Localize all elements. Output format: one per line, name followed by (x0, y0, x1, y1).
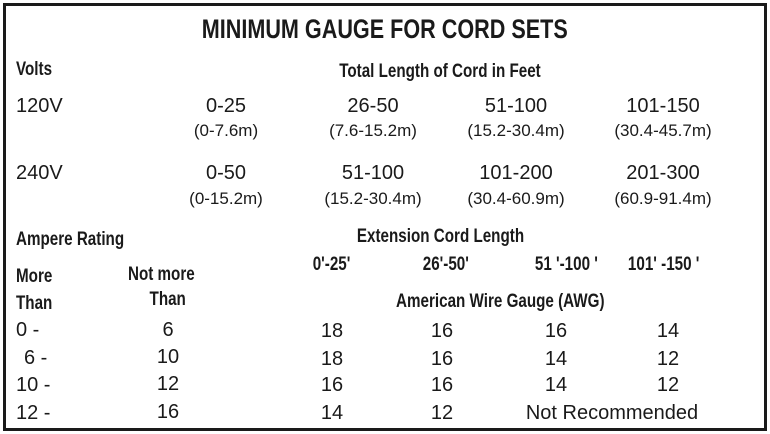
gauge-value: 16 (320, 374, 344, 396)
range-ft: 101-150 (626, 95, 700, 117)
range-ft: 51-100 (484, 95, 548, 117)
table-title: MINIMUM GAUGE FOR CORD SETS (202, 14, 568, 44)
range-m: (30.4-45.7m) (614, 121, 712, 140)
range-m: (15.2-30.4m) (467, 121, 565, 140)
not-more-than-label: Than (149, 289, 187, 310)
awg-label: American Wire Gauge (AWG) (395, 291, 605, 312)
volts-120-label: 120V (16, 95, 63, 117)
range-ft: 51-100 (341, 162, 405, 184)
not-more-than-value: 16 (156, 401, 180, 423)
gauge-value: 14 (544, 348, 568, 370)
range-m: (7.6-15.2m) (329, 121, 417, 140)
gauge-value: 16 (430, 348, 454, 370)
range-m: (30.4-60.9m) (467, 189, 565, 208)
gauge-value: 14 (320, 402, 344, 424)
not-more-label: Not more (128, 264, 195, 285)
more-than-value: 12 - (16, 402, 51, 424)
range-ft: 201-300 (626, 162, 700, 184)
gauge-value: 12 (656, 374, 680, 396)
gauge-value: 12 (656, 348, 680, 370)
range-m: (0-7.6m) (193, 121, 259, 140)
gauge-value: 16 (544, 320, 568, 342)
range-m: (0-15.2m) (189, 189, 263, 208)
range-ft: 101-200 (479, 162, 553, 184)
more-than-value: 6 - (24, 347, 48, 369)
gauge-value: 16 (430, 374, 454, 396)
cord-length-header: 51 '-100 ' (534, 254, 598, 275)
cord-length-header: 26'-50' (422, 254, 470, 275)
gauge-table: MINIMUM GAUGE FOR CORD SETS Volts Total … (3, 3, 767, 431)
than-label: Than (16, 293, 53, 314)
gauge-value: 18 (320, 348, 344, 370)
not-recommended-note: Not Recommended (525, 402, 699, 424)
extension-cord-length-label: Extension Cord Length (356, 226, 524, 247)
range-ft: 0-50 (205, 162, 247, 184)
not-more-than-value: 6 (162, 319, 174, 341)
gauge-value: 18 (320, 320, 344, 342)
cord-length-header: 101' -150 ' (628, 254, 700, 275)
total-length-label: Total Length of Cord in Feet (339, 61, 541, 82)
range-ft: 26-50 (347, 95, 399, 117)
not-more-than-value: 12 (156, 373, 180, 395)
volts-label: Volts (16, 59, 53, 80)
more-than-value: 10 - (16, 374, 51, 396)
more-label: More (16, 266, 53, 287)
range-ft: 0-25 (205, 95, 247, 117)
gauge-value: 12 (430, 402, 454, 424)
gauge-value: 16 (430, 320, 454, 342)
more-than-value: 0 - (16, 319, 40, 341)
ampere-rating-label: Ampere Rating (16, 229, 125, 250)
range-m: (60.9-91.4m) (614, 189, 712, 208)
not-more-than-value: 10 (156, 346, 180, 368)
gauge-value: 14 (656, 320, 680, 342)
gauge-value: 14 (544, 374, 568, 396)
cord-length-header: 0'-25' (313, 254, 351, 275)
volts-240-label: 240V (16, 162, 63, 184)
range-m: (15.2-30.4m) (324, 189, 422, 208)
